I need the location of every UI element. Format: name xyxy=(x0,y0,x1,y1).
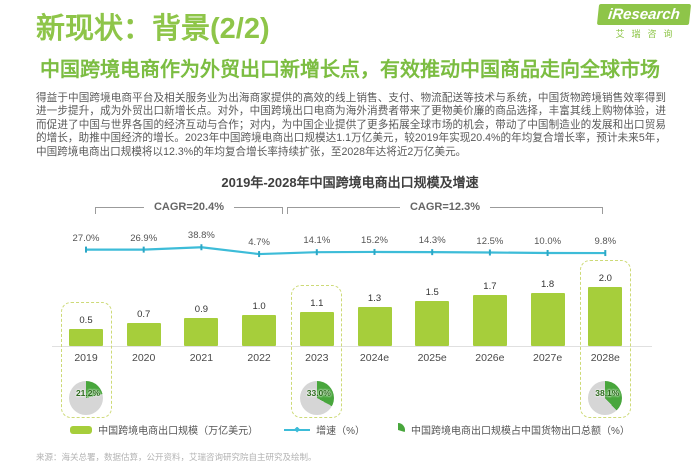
year-label-2020: 2020 xyxy=(132,352,156,364)
iresearch-logo-cn: 艾瑞咨询 xyxy=(615,29,680,39)
bar-2028e xyxy=(588,287,623,346)
legend-label: 增速（%） xyxy=(316,426,365,437)
bar-2020 xyxy=(126,323,161,346)
year-label-2025e: 2025e xyxy=(417,352,447,364)
pie-2023 xyxy=(299,381,334,415)
pie-swatch-icon xyxy=(398,422,405,432)
source-note: 来源：海关总署，数据估算，公开资料，艾瑞咨询研究院自主研究及绘制。 xyxy=(36,452,317,462)
year-label-2019: 2019 xyxy=(74,352,98,364)
bar-2027e xyxy=(530,292,565,346)
highlight-box-2019 xyxy=(60,302,112,418)
year-label-2022: 2022 xyxy=(247,352,271,364)
cagr-bracket-right: CAGR=12.3% xyxy=(287,201,603,214)
pie-label-2023: 33.0% xyxy=(306,388,331,398)
growth-label-2023: 14.1% xyxy=(303,235,331,247)
pie-2019 xyxy=(69,381,103,415)
chart-legend: 中国跨境电商出口规模（万亿美元） 增速（%） 中国跨境电商出口规模占中国货物出口… xyxy=(0,422,700,437)
bar-value-2019: 0.5 xyxy=(79,315,93,326)
pie-label-2028e: 38.1% xyxy=(595,388,620,398)
iresearch-logo: iResearch 艾瑞咨询 xyxy=(596,4,692,40)
legend-label: 中国跨境电商出口规模（万亿美元） xyxy=(98,426,259,437)
slide-subtitle: 中国跨境电商作为外贸出口新增长点，有效推动中国商品走向全球市场 xyxy=(40,59,660,81)
bar-2025e xyxy=(415,301,450,346)
iresearch-logo-text: iResearch xyxy=(607,6,681,23)
bar-value-2021: 0.9 xyxy=(194,303,208,315)
bar-2023 xyxy=(299,312,334,346)
bar-2019 xyxy=(69,329,103,346)
bar-value-2020: 0.7 xyxy=(137,309,151,321)
legend-item-export-scale: 中国跨境电商出口规模（万亿美元） xyxy=(70,422,258,437)
bar-value-2027e: 1.8 xyxy=(540,278,555,290)
growth-label-2022: 4.7% xyxy=(248,237,270,249)
bar-value-2024e: 1.3 xyxy=(367,292,382,304)
legend-item-growth: 增速（%） xyxy=(284,422,365,437)
cagr-bracket-left: CAGR=20.4% xyxy=(95,201,283,214)
growth-label-2028e: 9.8% xyxy=(594,236,617,248)
growth-label-2024e: 15.2% xyxy=(361,234,388,246)
cagr-left-label: CAGR=20.4% xyxy=(143,201,235,214)
page-title: 新现状：背景(2/2) xyxy=(36,13,270,45)
pie-2028e xyxy=(588,381,623,415)
bar-value-2026e: 1.7 xyxy=(483,281,497,293)
bar-value-2022: 1.0 xyxy=(252,301,266,312)
growth-label-2021: 38.8% xyxy=(187,230,215,242)
growth-label-2026e: 12.5% xyxy=(476,235,504,247)
growth-label-2025e: 14.3% xyxy=(418,235,446,247)
year-label-2028e: 2028e xyxy=(590,352,620,364)
bar-value-2025e: 1.5 xyxy=(425,287,439,298)
bar-2026e xyxy=(472,295,507,346)
bar-value-2023: 1.1 xyxy=(310,298,324,310)
highlight-box-2028e xyxy=(579,260,631,418)
year-label-2024e: 2024e xyxy=(359,352,390,364)
growth-label-2019: 27.0% xyxy=(72,232,100,244)
year-label-2021: 2021 xyxy=(189,352,214,364)
x-axis-line xyxy=(52,346,652,347)
year-label-2027e: 2027e xyxy=(532,352,563,364)
bar-swatch-icon xyxy=(70,425,93,434)
pie-label-2019: 21.2% xyxy=(75,388,101,398)
year-label-2023: 2023 xyxy=(305,352,329,364)
bar-value-2028e: 2.0 xyxy=(598,273,612,284)
chart-title: 2019年-2028年中国跨境电商出口规模及增速 xyxy=(221,175,479,190)
bar-2022 xyxy=(242,315,277,346)
legend-label: 中国跨境电商出口规模占中国货物出口总额（%） xyxy=(411,426,630,437)
year-label-2026e: 2026e xyxy=(475,352,505,364)
growth-label-2020: 26.9% xyxy=(130,232,158,244)
line-swatch-icon xyxy=(284,426,311,433)
body-paragraph: 得益于中国跨境电商平台及相关服务业为出海商家提供的高效的线上销售、支付、物流配送… xyxy=(36,92,666,158)
legend-item-share: 中国跨境电商出口规模占中国货物出口总额（%） xyxy=(391,422,630,437)
cagr-right-label: CAGR=12.3% xyxy=(399,201,491,214)
growth-label-2027e: 10.0% xyxy=(534,236,562,247)
bar-2021 xyxy=(184,317,219,346)
iresearch-logo-box: iResearch xyxy=(596,4,692,25)
chart-canvas: 2019年-2028年中国跨境电商出口规模及增速 CAGR=20.4% CAGR… xyxy=(0,165,700,460)
bar-2024e xyxy=(357,306,392,346)
highlight-box-2023 xyxy=(291,285,343,418)
